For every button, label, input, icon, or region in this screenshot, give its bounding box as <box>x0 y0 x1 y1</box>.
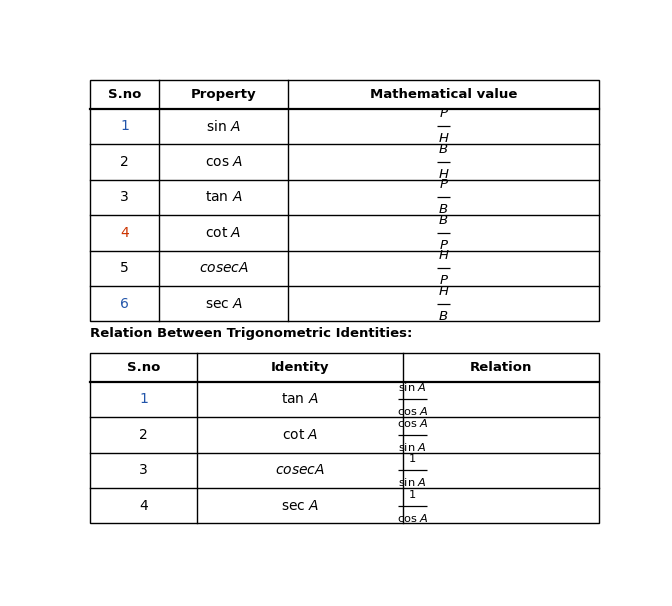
Text: 1: 1 <box>139 392 148 407</box>
Text: S.no: S.no <box>127 361 161 374</box>
Text: Relation: Relation <box>470 361 532 374</box>
Text: $\mathit{H}$: $\mathit{H}$ <box>437 249 450 262</box>
Text: cot $\mathit{A}$: cot $\mathit{A}$ <box>206 226 242 240</box>
Text: cos $\mathit{A}$: cos $\mathit{A}$ <box>396 512 429 524</box>
Text: cot $\mathit{A}$: cot $\mathit{A}$ <box>282 428 318 442</box>
Text: 2: 2 <box>139 428 148 442</box>
Text: sec $\mathit{A}$: sec $\mathit{A}$ <box>204 297 243 311</box>
Text: 2: 2 <box>120 155 129 169</box>
Text: cos $\mathit{A}$: cos $\mathit{A}$ <box>396 405 429 418</box>
Text: $\mathit{P}$: $\mathit{P}$ <box>439 178 448 191</box>
Text: 3: 3 <box>120 190 129 204</box>
Text: sin $\mathit{A}$: sin $\mathit{A}$ <box>398 441 427 453</box>
Text: $\mathit{B}$: $\mathit{B}$ <box>438 143 449 156</box>
Text: sec $\mathit{A}$: sec $\mathit{A}$ <box>281 499 319 513</box>
Text: Relation Between Trigonometric Identities:: Relation Between Trigonometric Identitie… <box>90 327 413 340</box>
Bar <box>90 80 599 321</box>
Text: sin $\mathit{A}$: sin $\mathit{A}$ <box>398 476 427 488</box>
Text: $\mathit{B}$: $\mathit{B}$ <box>438 204 449 216</box>
Bar <box>90 353 599 524</box>
Text: $\mathit{P}$: $\mathit{P}$ <box>439 275 448 287</box>
Text: Mathematical value: Mathematical value <box>370 88 517 101</box>
Text: cos $\mathit{A}$: cos $\mathit{A}$ <box>396 417 429 429</box>
Text: S.no: S.no <box>108 88 141 101</box>
Text: $\mathit{B}$: $\mathit{B}$ <box>438 310 449 323</box>
Text: $\mathit{cosecA}$: $\mathit{cosecA}$ <box>275 463 325 478</box>
Text: 6: 6 <box>120 297 129 311</box>
Text: 1: 1 <box>409 454 416 464</box>
Text: tan $\mathit{A}$: tan $\mathit{A}$ <box>205 190 243 204</box>
Text: 5: 5 <box>120 261 129 275</box>
Text: Identity: Identity <box>271 361 329 374</box>
Text: 4: 4 <box>139 499 148 513</box>
Text: $\mathit{H}$: $\mathit{H}$ <box>437 168 450 181</box>
Text: 4: 4 <box>120 226 129 240</box>
Text: $\mathit{cosecA}$: $\mathit{cosecA}$ <box>199 261 249 275</box>
Text: $\mathit{P}$: $\mathit{P}$ <box>439 239 448 252</box>
Text: cos $\mathit{A}$: cos $\mathit{A}$ <box>204 155 243 169</box>
Text: Property: Property <box>191 88 257 101</box>
Text: $\mathit{B}$: $\mathit{B}$ <box>438 214 449 227</box>
Text: sin $\mathit{A}$: sin $\mathit{A}$ <box>206 119 241 134</box>
Text: $\mathit{H}$: $\mathit{H}$ <box>437 285 450 298</box>
Text: 3: 3 <box>139 463 148 478</box>
Text: tan $\mathit{A}$: tan $\mathit{A}$ <box>281 392 319 407</box>
Text: $\mathit{H}$: $\mathit{H}$ <box>437 133 450 145</box>
Text: $\mathit{P}$: $\mathit{P}$ <box>439 107 448 121</box>
Text: 1: 1 <box>120 119 129 133</box>
Text: 1: 1 <box>409 490 416 500</box>
Text: sin $\mathit{A}$: sin $\mathit{A}$ <box>398 381 427 393</box>
